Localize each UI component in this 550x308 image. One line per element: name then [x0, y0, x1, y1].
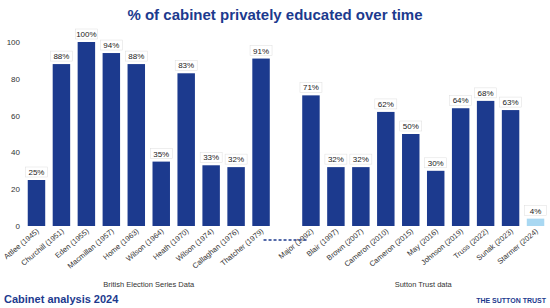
- y-tick-label: 20: [11, 185, 20, 194]
- data-label-box: [350, 154, 372, 164]
- bar: [477, 101, 494, 226]
- data-label: 94%: [103, 41, 119, 50]
- x-tick-label: Johnson (2019): [419, 226, 465, 267]
- x-tick-label: Thatcher (1979): [219, 226, 266, 268]
- bar: [402, 134, 419, 226]
- data-label: 91%: [253, 47, 269, 56]
- title: % of cabinet privately educated over tim…: [127, 6, 422, 23]
- bar: [352, 167, 369, 226]
- y-tick-label: 60: [11, 112, 20, 121]
- group-label: Sutton Trust data: [395, 280, 453, 289]
- bar: [252, 59, 269, 226]
- bar: [128, 64, 145, 226]
- data-label-box: [250, 46, 272, 56]
- bar: [502, 110, 519, 226]
- y-tick-label: 0: [16, 222, 21, 231]
- data-label-box: [425, 158, 447, 168]
- logo: THE SUTTON TRUST: [476, 297, 547, 304]
- bar: [103, 53, 120, 226]
- bar: [427, 171, 444, 226]
- data-label: 64%: [453, 96, 469, 105]
- bar: [327, 167, 344, 226]
- bars: [28, 42, 545, 226]
- data-label: 35%: [153, 150, 169, 159]
- y-tick-label: 80: [11, 75, 20, 84]
- data-label-box: [400, 121, 422, 131]
- data-label: 32%: [353, 155, 369, 164]
- bar: [177, 73, 194, 226]
- data-label: 68%: [478, 89, 494, 98]
- bar: [302, 95, 319, 226]
- bar: [78, 42, 95, 226]
- data-label-box: [50, 51, 72, 61]
- data-label-box: [225, 154, 247, 164]
- data-label: 30%: [428, 159, 444, 168]
- data-label-box: [475, 88, 497, 98]
- data-label: 71%: [303, 83, 319, 92]
- bar: [28, 180, 45, 226]
- y-tick-label: 40: [11, 148, 20, 157]
- data-label: 83%: [178, 61, 194, 70]
- data-label-box: [450, 95, 472, 105]
- chart: % of cabinet privately educated over tim…: [0, 0, 550, 308]
- data-label: 100%: [76, 30, 96, 39]
- data-label-box: [525, 206, 547, 216]
- x-tick-label: Churchill (1951): [19, 226, 66, 267]
- data-label-box: [100, 40, 122, 50]
- data-label-box: [125, 51, 147, 61]
- data-label: 50%: [403, 122, 419, 131]
- data-label-box: [325, 154, 347, 164]
- data-label: 25%: [28, 168, 44, 177]
- group-label: British Election Series Data: [103, 280, 195, 289]
- data-label-box: [175, 60, 197, 70]
- data-label: 4%: [530, 207, 542, 216]
- data-label: 62%: [378, 100, 394, 109]
- bar: [153, 162, 170, 226]
- bar: [202, 165, 219, 226]
- data-label-box: [375, 99, 397, 109]
- data-label: 88%: [128, 52, 144, 61]
- data-label-box: [200, 152, 222, 162]
- data-label-box: [75, 29, 97, 39]
- bar: [452, 108, 469, 226]
- bar: [377, 112, 394, 226]
- data-label-box: [150, 149, 172, 159]
- data-label-box: [300, 82, 322, 92]
- data-label: 88%: [53, 52, 69, 61]
- data-label: 32%: [328, 155, 344, 164]
- data-label: 63%: [503, 98, 519, 107]
- bar: [527, 219, 544, 226]
- bar: [227, 167, 244, 226]
- data-label: 32%: [228, 155, 244, 164]
- y-tick-label: 100: [7, 38, 21, 47]
- x-tick-label: Starmer (2024): [495, 226, 540, 266]
- footer: Cabinet analysis 2024: [4, 293, 119, 305]
- bar: [53, 64, 70, 226]
- data-label-box: [25, 167, 47, 177]
- data-label-box: [500, 97, 522, 107]
- data-label: 33%: [203, 153, 219, 162]
